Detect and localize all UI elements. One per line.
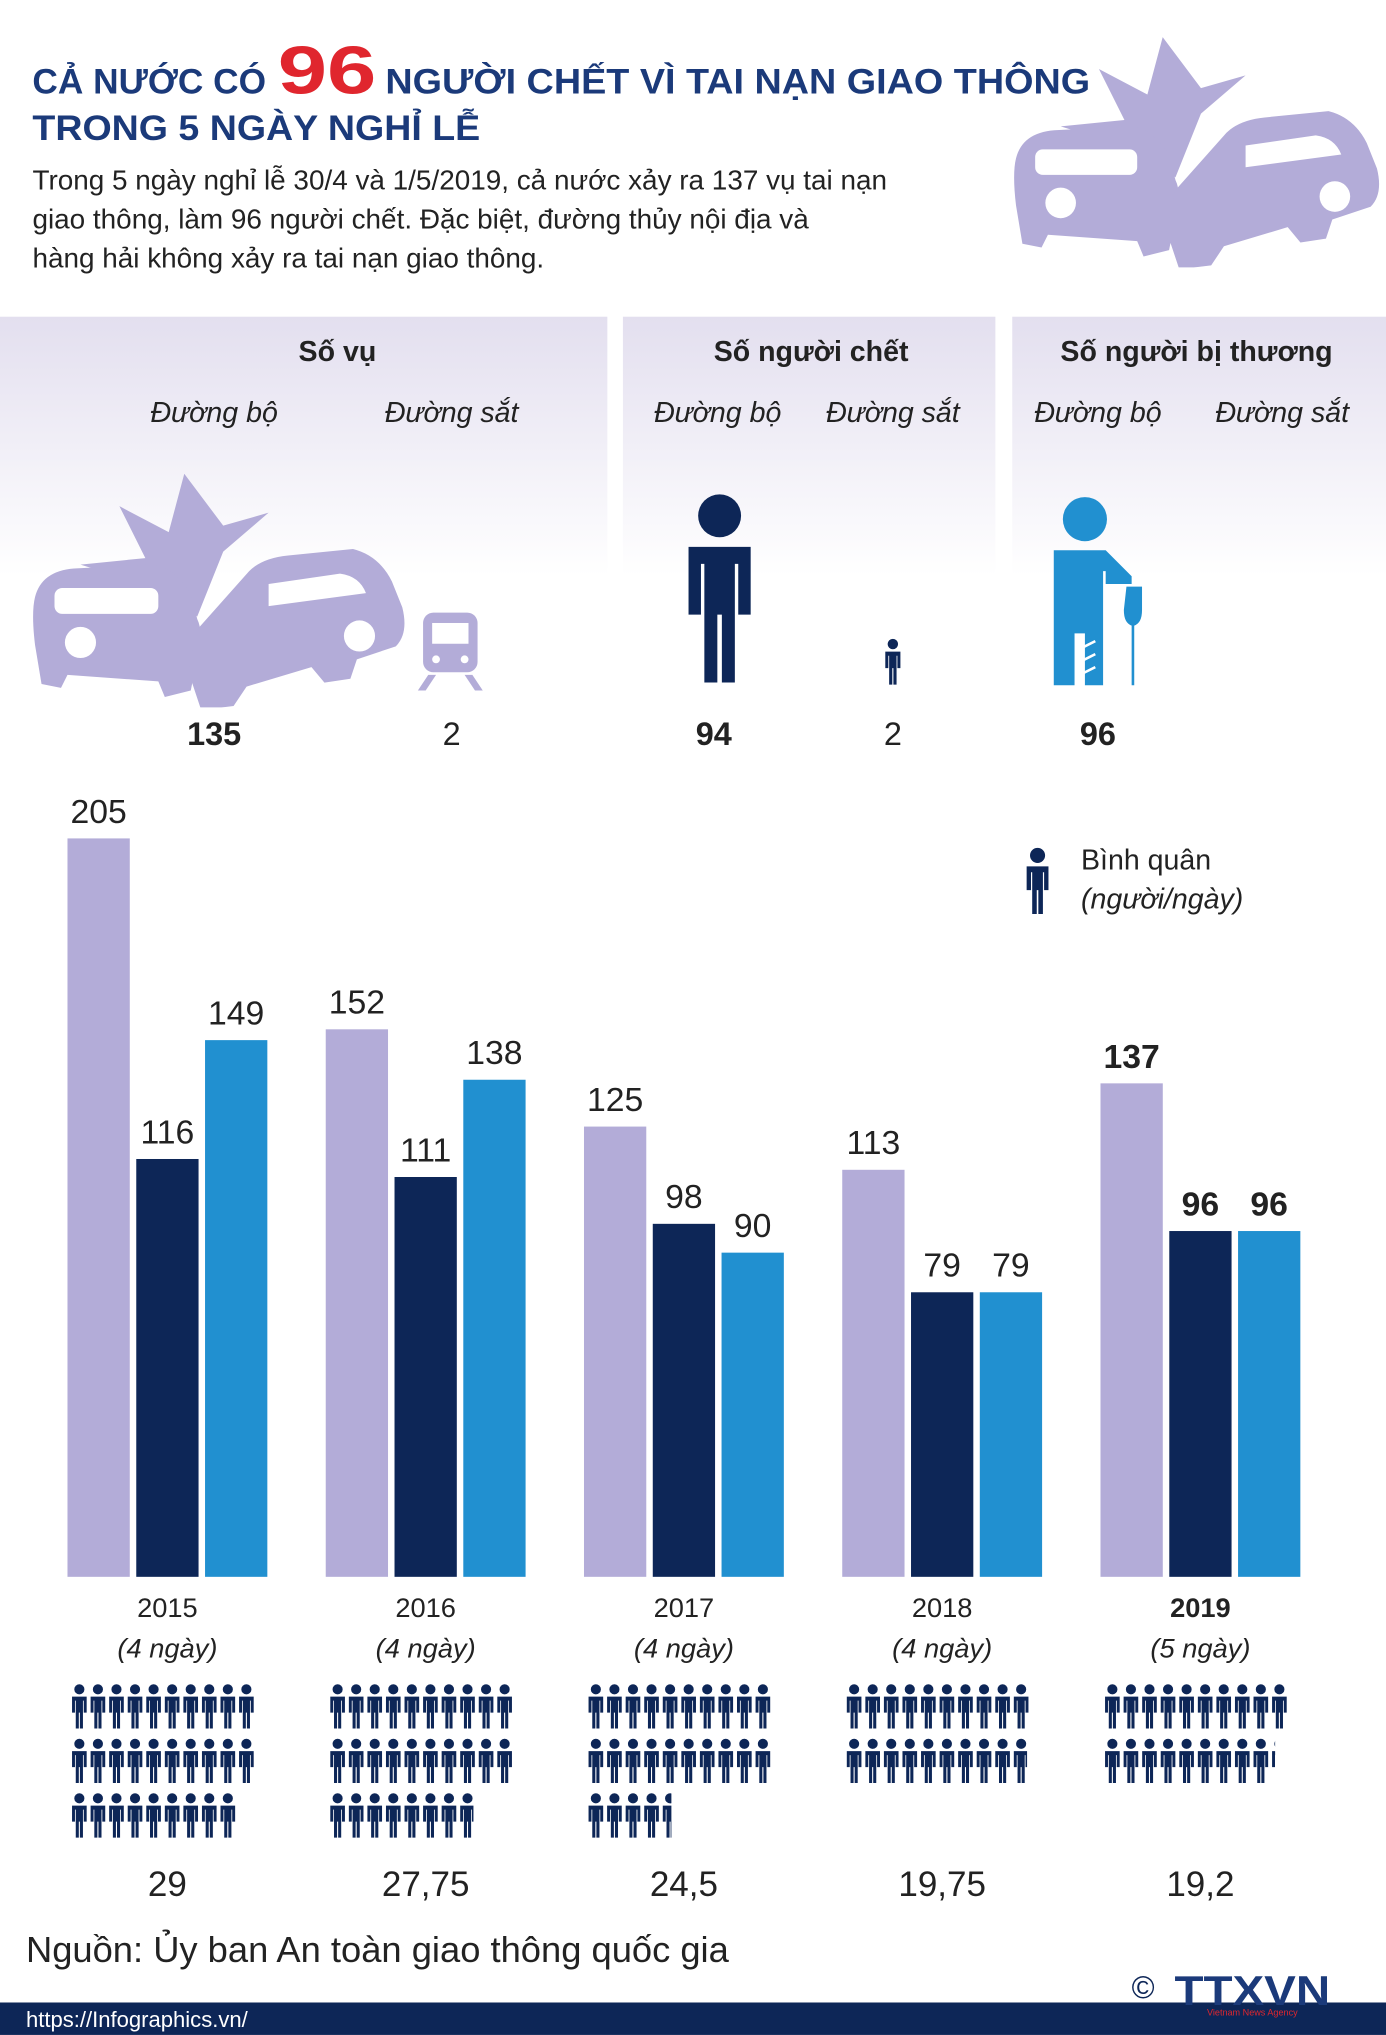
bar xyxy=(136,1158,199,1577)
panel-label: Đường sắt xyxy=(385,397,520,429)
panel-title: Số vụ xyxy=(299,336,377,368)
value-label: 96 xyxy=(1250,1185,1288,1223)
bar xyxy=(1100,1083,1163,1577)
bar xyxy=(205,1040,268,1577)
panel xyxy=(622,316,996,577)
value-label: 137 xyxy=(1103,1038,1159,1076)
footer-bar xyxy=(0,2002,1386,2035)
x-sublabel: (5 ngày) xyxy=(1150,1632,1250,1663)
x-tick-label: 2017 xyxy=(654,1592,715,1623)
panel-label: Đường bộ xyxy=(150,397,277,429)
panel-label: Đường bộ xyxy=(654,397,781,429)
value-label: 138 xyxy=(466,1034,522,1072)
bar xyxy=(583,1126,647,1577)
average-label: 29 xyxy=(148,1865,187,1904)
bar-chart: 205 116 149 2015 (4 ngày) 29 152 111 138 2016 (4 n… xyxy=(67,793,1301,1904)
panel-title: Số người chết xyxy=(714,336,909,368)
average-label: 19,75 xyxy=(898,1865,986,1904)
value-label: 111 xyxy=(400,1131,451,1169)
bar xyxy=(1238,1231,1301,1577)
value-label: 79 xyxy=(923,1247,961,1285)
x-sublabel: (4 ngày) xyxy=(117,1632,217,1663)
url: https://Infographics.vn/ xyxy=(26,2007,249,2032)
description: Trong 5 ngày nghỉ lễ 30/4 và 1/5/2019, c… xyxy=(32,165,887,196)
value-label: 90 xyxy=(734,1207,772,1245)
x-tick-label: 2016 xyxy=(395,1592,456,1623)
bar xyxy=(325,1029,389,1577)
value-label: 125 xyxy=(587,1081,643,1119)
train-icon xyxy=(417,612,483,691)
x-sublabel: (4 ngày) xyxy=(376,1632,476,1663)
copyright: © xyxy=(1132,1971,1155,2006)
value-label: 96 xyxy=(1182,1185,1220,1223)
panel-label: Đường bộ xyxy=(1034,397,1161,429)
average-label: 27,75 xyxy=(382,1865,470,1904)
value-label: 149 xyxy=(208,995,264,1033)
x-tick-label: 2018 xyxy=(912,1592,973,1623)
bar xyxy=(911,1292,974,1577)
source: Nguồn: Ủy ban An toàn giao thông quốc gi… xyxy=(26,1928,730,1970)
legend-unit: (người/ngày) xyxy=(1081,883,1243,915)
x-tick-label: 2015 xyxy=(137,1592,198,1623)
logo-subtitle: Vietnam News Agency xyxy=(1207,2007,1298,2017)
title: CẢ NƯỚC CÓ xyxy=(32,62,266,102)
bar xyxy=(652,1223,716,1577)
description: giao thông, làm 96 người chết. Đặc biệt,… xyxy=(32,203,809,234)
panel-value: 96 xyxy=(1080,716,1116,752)
bar xyxy=(842,1169,905,1577)
x-sublabel: (4 ngày) xyxy=(892,1632,992,1663)
injured-icon xyxy=(1053,497,1143,686)
panel xyxy=(0,316,608,577)
title-number: 96 xyxy=(278,34,377,109)
panel-label: Đường sắt xyxy=(826,397,961,429)
value-label: 98 xyxy=(665,1178,703,1216)
value-label: 205 xyxy=(70,793,126,831)
value-label: 116 xyxy=(141,1113,195,1151)
bar xyxy=(394,1177,457,1577)
panel-value: 94 xyxy=(696,716,732,752)
title: TRONG 5 NGÀY NGHỈ LỄ xyxy=(32,108,480,148)
title: NGƯỜI CHẾT VÌ TAI NẠN GIAO THÔNG xyxy=(385,62,1090,102)
panel-value: 135 xyxy=(187,716,241,752)
average-label: 19,2 xyxy=(1166,1865,1234,1904)
panel-value: 2 xyxy=(884,716,902,752)
panel-value: 2 xyxy=(443,716,461,752)
legend-label: Bình quân xyxy=(1081,845,1211,877)
bar xyxy=(463,1079,526,1577)
value-label: 152 xyxy=(329,984,385,1022)
bar xyxy=(979,1292,1043,1577)
x-tick-label: 2019 xyxy=(1170,1592,1231,1623)
value-label: 113 xyxy=(846,1124,900,1162)
bar xyxy=(1169,1231,1232,1577)
panel-label: Đường sắt xyxy=(1215,397,1350,429)
value-label: 79 xyxy=(992,1247,1030,1285)
description: hàng hải không xảy ra tai nạn giao thông… xyxy=(32,242,544,273)
panel-title: Số người bị thương xyxy=(1060,336,1332,368)
bar xyxy=(721,1252,784,1577)
x-sublabel: (4 ngày) xyxy=(634,1632,734,1663)
logo: TTXVN xyxy=(1174,1967,1330,2014)
bar xyxy=(67,838,130,1577)
average-label: 24,5 xyxy=(650,1865,718,1904)
